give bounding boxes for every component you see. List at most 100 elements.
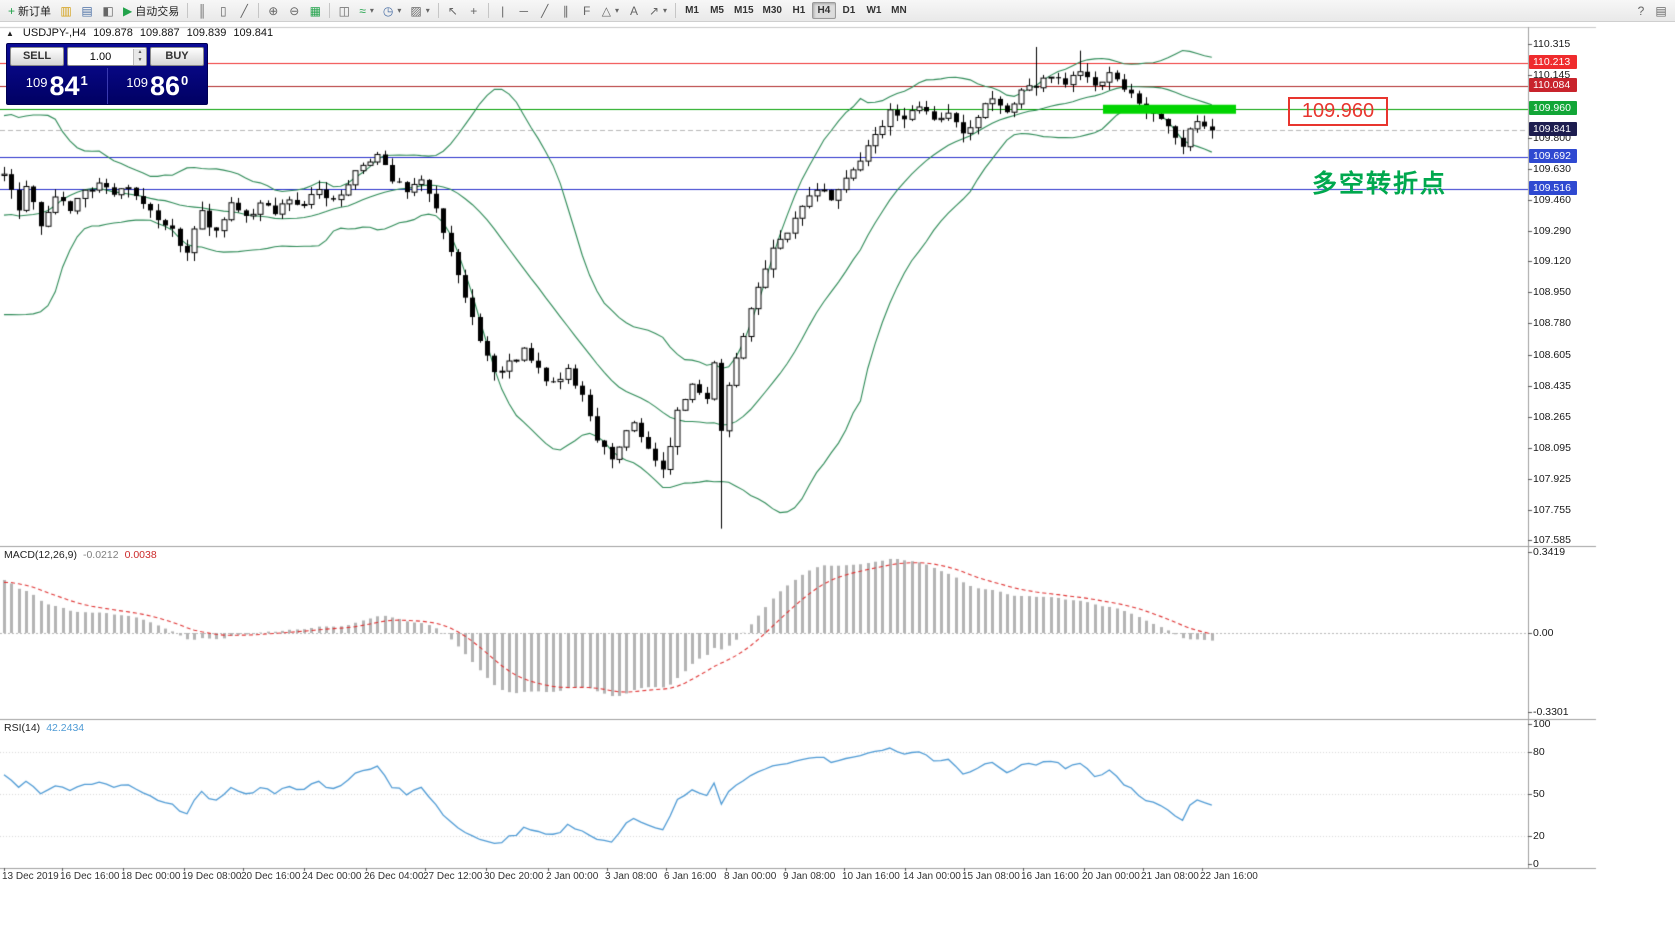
macd-name: MACD(12,26,9) xyxy=(4,549,77,561)
macd-main-value: -0.0212 xyxy=(82,549,119,561)
rsi-indicator-label: RSI(14) 42.2434 xyxy=(4,722,84,734)
new-order-label: 新订单 xyxy=(18,5,52,18)
toolbar-separator xyxy=(329,3,331,18)
templates-button[interactable]: ▨ ▾ xyxy=(406,1,433,20)
dropdown-caret-icon: ▾ xyxy=(369,6,374,15)
zoom-out-icon: ⊖ xyxy=(289,3,300,18)
text-tool-button[interactable]: A xyxy=(624,1,644,20)
channel-tool-button[interactable]: ∥ xyxy=(556,1,576,20)
volume-up-button[interactable]: ▲ xyxy=(134,48,146,57)
profiles-button[interactable]: ▥ xyxy=(56,1,76,20)
tile-windows-icon: ◫ xyxy=(338,3,350,18)
indicators-icon: ≈ xyxy=(359,3,366,18)
shapes-tool-button[interactable]: △ ▾ xyxy=(598,1,623,20)
community-icon: ▤ xyxy=(1655,3,1667,18)
sell-price-sup: 1 xyxy=(80,72,88,88)
timeframe-m15-button[interactable]: M15 xyxy=(730,2,757,19)
timeframe-w1-button[interactable]: W1 xyxy=(862,2,886,19)
indicators-button[interactable]: ≈ ▾ xyxy=(355,1,378,20)
ohlc-low: 109.839 xyxy=(186,27,227,39)
cursor-tool-button[interactable]: ↖ xyxy=(443,1,463,20)
shapes-icon: △ xyxy=(601,3,611,18)
market-watch-button[interactable]: ▤ xyxy=(77,1,97,20)
fibonacci-tool-button[interactable]: F xyxy=(577,1,597,20)
dropdown-caret-icon: ▾ xyxy=(425,6,430,15)
one-click-panel-toggle[interactable]: ▲ xyxy=(6,28,14,38)
autotrading-button[interactable]: ▶ 自动交易 xyxy=(119,1,183,20)
line-chart-button[interactable]: ╱ xyxy=(234,1,254,20)
price-annotation-box[interactable]: 109.960 xyxy=(1288,97,1388,126)
periods-button[interactable]: ◷ ▾ xyxy=(379,1,406,20)
one-click-trade-panel: SELL ▲ ▼ BUY 109 84 1 109 xyxy=(6,43,208,105)
ohlc-header: ▲ USDJPY-,H4 109.878 109.887 109.839 109… xyxy=(6,27,273,39)
sell-button[interactable]: SELL xyxy=(10,47,64,66)
auto-arrange-button[interactable]: ▦ xyxy=(305,1,325,20)
timeframe-h4-button[interactable]: H4 xyxy=(811,2,836,19)
buy-price-big: 86 xyxy=(149,70,180,101)
toolbar-separator xyxy=(258,3,260,18)
volume-input[interactable] xyxy=(68,49,133,64)
chart-canvas[interactable] xyxy=(0,22,1675,949)
new-order-icon: + xyxy=(8,3,16,18)
community-button[interactable]: ▤ xyxy=(1651,1,1671,20)
trade-panel-divider xyxy=(106,68,108,104)
crosshair-tool-button[interactable]: + xyxy=(464,1,484,20)
zoom-out-button[interactable]: ⊖ xyxy=(284,1,304,20)
timeframe-d1-button[interactable]: D1 xyxy=(837,2,861,19)
arrows-tool-button[interactable]: ↗ ▾ xyxy=(645,1,671,20)
ohlc-high: 109.887 xyxy=(139,27,180,39)
toolbar-separator xyxy=(437,3,439,18)
arrows-tool-icon: ↗ xyxy=(648,3,660,18)
fibonacci-icon: F xyxy=(583,3,591,18)
timeframe-mn-button[interactable]: MN xyxy=(887,2,911,19)
trade-panel-price-row: 109 84 1 109 86 0 xyxy=(7,68,207,104)
toolbar-separator xyxy=(675,3,677,18)
help-button[interactable]: ? xyxy=(1631,1,1651,20)
buy-button[interactable]: BUY xyxy=(150,47,204,66)
rsi-name: RSI(14) xyxy=(4,722,41,734)
dropdown-caret-icon: ▾ xyxy=(663,6,668,15)
new-order-button[interactable]: + 新订单 xyxy=(4,1,55,20)
ohlc-open: 109.878 xyxy=(93,27,133,39)
navigator-icon: ◧ xyxy=(102,3,114,18)
tile-windows-button[interactable]: ◫ xyxy=(334,1,354,20)
templates-icon: ▨ xyxy=(410,3,422,18)
sell-price-big: 84 xyxy=(49,70,80,101)
main-toolbar: + 新订单 ▥ ▤ ◧ ▶ 自动交易 ║ ▯ ╱ ⊕ ⊖ ▦ ◫ ≈ ▾ ◷ ▾… xyxy=(0,0,1675,22)
trade-panel-top-row: SELL ▲ ▼ BUY xyxy=(7,44,207,68)
horizontal-line-tool-button[interactable]: ─ xyxy=(514,1,534,20)
autotrading-icon: ▶ xyxy=(123,3,133,18)
timeframe-m5-button[interactable]: M5 xyxy=(705,2,729,19)
ohlc-close: 109.841 xyxy=(233,27,274,39)
timeframe-h1-button[interactable]: H1 xyxy=(787,2,811,19)
profiles-icon: ▥ xyxy=(60,3,72,18)
bars-chart-icon: ║ xyxy=(197,3,207,18)
market-watch-icon: ▤ xyxy=(81,3,93,18)
trendline-tool-button[interactable]: ╱ xyxy=(535,1,555,20)
toolbar-separator xyxy=(187,3,189,18)
auto-arrange-icon: ▦ xyxy=(309,3,321,18)
horizontal-line-icon: ─ xyxy=(519,3,528,18)
volume-stepper: ▲ ▼ xyxy=(67,47,147,66)
zoom-in-icon: ⊕ xyxy=(268,3,279,18)
buy-price-base: 109 xyxy=(126,74,148,90)
candlestick-chart-button[interactable]: ▯ xyxy=(213,1,233,20)
buy-price-button[interactable]: 109 86 0 xyxy=(108,68,208,104)
zoom-in-button[interactable]: ⊕ xyxy=(263,1,283,20)
line-chart-icon: ╱ xyxy=(240,3,248,18)
timeframe-m30-button[interactable]: M30 xyxy=(759,2,786,19)
timeframe-group: M1 M5 M15 M30 H1 H4 D1 W1 MN xyxy=(680,2,911,19)
help-icon: ? xyxy=(1637,3,1645,18)
vertical-line-tool-button[interactable]: | xyxy=(493,1,513,20)
bars-chart-button[interactable]: ║ xyxy=(192,1,212,20)
cursor-icon: ↖ xyxy=(447,3,458,18)
navigator-button[interactable]: ◧ xyxy=(98,1,118,20)
macd-indicator-label: MACD(12,26,9) -0.0212 0.0038 xyxy=(4,549,157,561)
sell-price-button[interactable]: 109 84 1 xyxy=(7,68,107,104)
bull-bear-turning-point-note[interactable]: 多空转折点 xyxy=(1312,170,1448,198)
volume-spin-buttons: ▲ ▼ xyxy=(133,48,146,65)
timeframe-m1-button[interactable]: M1 xyxy=(680,2,704,19)
volume-down-button[interactable]: ▼ xyxy=(134,56,146,65)
